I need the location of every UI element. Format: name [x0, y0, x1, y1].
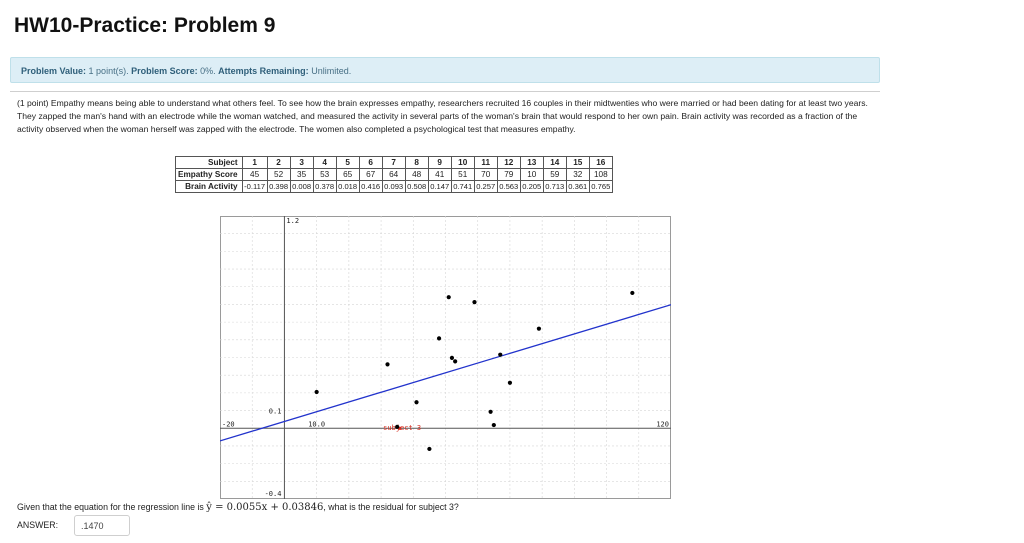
- page-title: HW10-Practice: Problem 9: [14, 14, 276, 37]
- data-table: Subject 1 2 3 4 5 6 7 8 9 10 11 12 13 14 15 16 Empathy …: [175, 156, 613, 193]
- data-point: [446, 295, 451, 300]
- table-cell-brain-activity: 0.257: [473, 180, 498, 193]
- table-cell-subject: 6: [358, 156, 383, 169]
- table-cell-brain-activity: 0.378: [312, 180, 337, 193]
- table-cell-brain-activity: 0.563: [496, 180, 521, 193]
- table-cell-subject: 11: [473, 156, 498, 169]
- data-point: [414, 400, 419, 405]
- table-cell-brain-activity: 0.713: [542, 180, 567, 193]
- tick-label-x-max: 120: [656, 420, 669, 428]
- table-cell-brain-activity: 0.205: [519, 180, 544, 193]
- data-point: [314, 389, 319, 395]
- tick-label-y-mid: 0.1: [269, 408, 282, 416]
- table-cell-subject: 7: [381, 156, 406, 169]
- data-point: [385, 362, 390, 367]
- table-cell-empathy: 41: [427, 168, 452, 181]
- divider: [10, 91, 880, 92]
- data-point: [436, 336, 442, 341]
- regression-line: [220, 304, 671, 442]
- table-cell-empathy: 32: [565, 168, 590, 181]
- data-point: [427, 446, 432, 452]
- highlight-marker-subject-3: [398, 426, 402, 430]
- table-cell-subject: 9: [427, 156, 452, 169]
- table-cell-subject: 13: [519, 156, 544, 169]
- table-cell-empathy: 108: [588, 168, 613, 181]
- attempts-remaining-label: Attempts Remaining:: [218, 66, 309, 76]
- data-point: [449, 355, 455, 360]
- table-cell-brain-activity: 0.765: [588, 180, 613, 193]
- table-cell-subject: 15: [565, 156, 590, 169]
- table-cell-empathy: 53: [312, 168, 337, 181]
- problem-info-banner: Problem Value: 1 point(s). Problem Score…: [10, 57, 880, 83]
- answer-input[interactable]: [74, 515, 130, 536]
- tick-label-y-max: 1.2: [286, 217, 299, 225]
- question-suffix: , what is the residual for subject 3?: [323, 502, 459, 512]
- table-cell-empathy: 51: [450, 168, 475, 181]
- highlight-label-subject-3: subject 3: [383, 424, 421, 432]
- problem-value: 1 point(s).: [88, 66, 129, 76]
- table-cell-empathy: 45: [241, 168, 268, 181]
- table-cell-empathy: 52: [266, 168, 291, 181]
- table-cell-subject: 10: [450, 156, 475, 169]
- table-cell-empathy: 59: [542, 168, 567, 181]
- table-cell-brain-activity: 0.147: [427, 180, 452, 193]
- table-cell-subject: 3: [289, 156, 314, 169]
- data-point: [498, 352, 503, 357]
- answer-label: ANSWER:: [17, 520, 59, 530]
- table-cell-brain-activity: 0.741: [450, 180, 475, 193]
- row-header-empathy: Empathy Score: [175, 168, 243, 181]
- table-row-empathy: Empathy Score 45 52 35 53 65 67 64 48 41 51 70 79 10…: [175, 168, 613, 181]
- table-cell-subject: 8: [404, 156, 429, 169]
- data-point: [395, 424, 400, 429]
- data-point: [472, 300, 477, 305]
- table-cell-subject: 16: [588, 156, 613, 169]
- question-text: Given that the equation for the regressi…: [17, 502, 459, 513]
- tick-label-x-mid: 10.0: [308, 420, 325, 428]
- tick-label-y-min: -0.4: [265, 490, 282, 498]
- data-point: [536, 326, 542, 331]
- table-cell-empathy: 48: [404, 168, 429, 181]
- scatter-plot: 1.2 0.1 -0.4 -20 10.0 120 subject 3: [220, 216, 671, 499]
- regression-equation: ŷ = 0.0055x + 0.03846: [206, 502, 324, 513]
- data-point: [507, 380, 513, 385]
- data-point: [491, 422, 496, 428]
- table-cell-brain-activity: 0.361: [565, 180, 590, 193]
- table-cell-empathy: 35: [289, 168, 314, 181]
- table-cell-empathy: 10: [519, 168, 544, 181]
- table-cell-empathy: 67: [358, 168, 383, 181]
- table-cell-subject: 12: [496, 156, 521, 169]
- table-cell-brain-activity: 0.018: [335, 180, 360, 193]
- problem-score: 0%.: [200, 66, 216, 76]
- tick-label-x-min: -20: [222, 420, 235, 428]
- table-cell-brain-activity: 0.093: [381, 180, 406, 193]
- data-point: [453, 359, 458, 364]
- table-cell-brain-activity: 0.008: [289, 180, 314, 193]
- table-cell-brain-activity: 0.416: [358, 180, 383, 193]
- table-cell-brain-activity: 0.398: [266, 180, 291, 193]
- problem-score-label: Problem Score:: [131, 66, 198, 76]
- table-cell-subject: 14: [542, 156, 567, 169]
- row-header-subject: Subject: [175, 156, 243, 169]
- table-cell-subject: 4: [312, 156, 337, 169]
- table-cell-empathy: 65: [335, 168, 360, 181]
- table-cell-empathy: 64: [381, 168, 406, 181]
- table-cell-subject: 2: [266, 156, 291, 169]
- table-cell-empathy: 79: [496, 168, 521, 181]
- question-prefix: Given that the equation for the regressi…: [17, 502, 207, 512]
- table-cell-subject: 5: [335, 156, 360, 169]
- table-cell-brain-activity: -0.117: [241, 180, 268, 193]
- attempts-remaining: Unlimited.: [311, 66, 352, 76]
- problem-value-label: Problem Value:: [21, 66, 87, 76]
- table-cell-brain-activity: 0.508: [404, 180, 429, 193]
- table-row-subject: Subject 1 2 3 4 5 6 7 8 9 10 11 12 13 14 15 16: [175, 156, 613, 169]
- row-header-brain-activity: Brain Activity: [175, 180, 243, 193]
- table-cell-empathy: 70: [473, 168, 498, 181]
- table-row-brain-activity: Brain Activity -0.117 0.398 0.008 0.378 0.01…: [175, 180, 613, 193]
- data-point: [630, 290, 635, 296]
- data-point: [488, 409, 493, 414]
- table-cell-subject: 1: [241, 156, 268, 169]
- problem-statement: (1 point) Empathy means being able to un…: [17, 98, 868, 134]
